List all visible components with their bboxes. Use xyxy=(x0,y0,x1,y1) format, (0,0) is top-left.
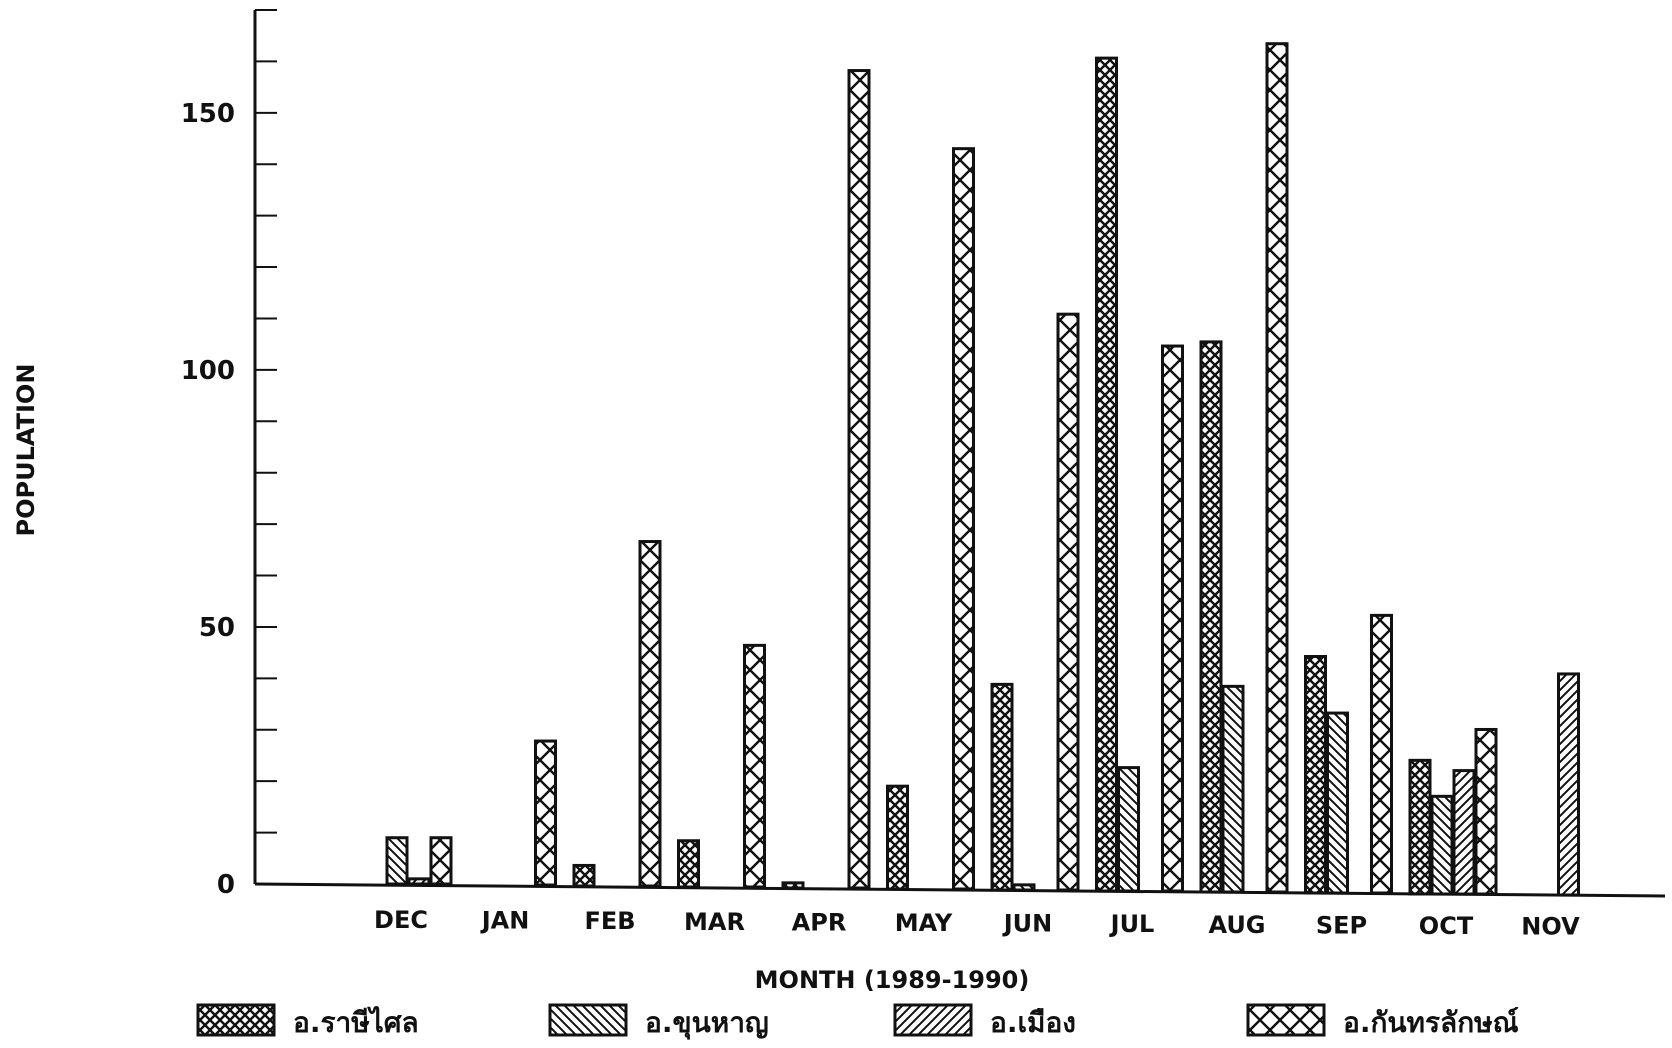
y-axis-label: POPULATION xyxy=(12,364,40,537)
bar xyxy=(1326,711,1349,895)
bar xyxy=(1265,42,1289,894)
bar xyxy=(1117,766,1140,893)
legend-swatch xyxy=(548,1003,628,1037)
x-tick-label: APR xyxy=(792,908,847,936)
x-tick-label: DEC xyxy=(374,906,428,934)
bar xyxy=(407,877,431,886)
x-tick-label: FEB xyxy=(584,907,635,935)
bar xyxy=(1056,312,1080,892)
bars xyxy=(385,42,1580,897)
x-tick-label: MAY xyxy=(895,909,953,937)
x-tick-label: SEP xyxy=(1316,911,1367,939)
bar xyxy=(743,643,766,889)
legend-swatch xyxy=(893,1003,973,1037)
bar xyxy=(1430,794,1454,896)
bar xyxy=(1452,769,1476,896)
legend-label: อ.เมือง xyxy=(990,1006,1076,1039)
legend-label: อ.ราษีไศล xyxy=(293,1006,419,1039)
bar xyxy=(847,69,871,890)
y-tick-label: 0 xyxy=(217,870,235,900)
bar xyxy=(638,540,662,888)
legend-swatch xyxy=(1246,1003,1326,1037)
legend: อ.ราษีไศล อ.ขุนหาญ อ.เมือง อ.กันทรลักษณ์ xyxy=(196,1003,1519,1040)
x-axis-line xyxy=(254,882,1666,898)
x-tick-label: MAR xyxy=(684,908,745,936)
x-tick-label: JUN xyxy=(1002,910,1053,938)
bar xyxy=(385,836,409,886)
bar xyxy=(990,682,1014,892)
bar xyxy=(1221,684,1245,894)
bar xyxy=(1199,340,1223,894)
bar xyxy=(677,839,700,889)
bar xyxy=(1474,727,1498,896)
x-tick-label: JAN xyxy=(480,907,530,935)
legend-swatch xyxy=(196,1003,276,1037)
legend-label: อ.กันทรลักษณ์ xyxy=(1343,1006,1519,1039)
bar xyxy=(952,147,975,891)
x-tick-label: OCT xyxy=(1419,912,1474,940)
bar xyxy=(1161,344,1184,893)
bar xyxy=(572,863,596,888)
legend-label: อ.ขุนหาญ xyxy=(645,1006,769,1040)
bar xyxy=(534,739,557,887)
x-tick-label: NOV xyxy=(1521,913,1580,941)
bar xyxy=(886,784,909,891)
bar xyxy=(1304,655,1327,895)
x-axis-label: MONTH (1989-1990) xyxy=(755,966,1030,994)
y-axis-ticks: 0 50 100 150 xyxy=(181,9,277,900)
y-tick-label: 100 xyxy=(181,356,235,386)
y-tick-label: 50 xyxy=(199,613,235,643)
bar xyxy=(1095,56,1118,893)
bar xyxy=(1557,672,1580,897)
bar xyxy=(1408,758,1432,896)
bar xyxy=(429,836,453,886)
bar xyxy=(1370,613,1393,895)
x-axis-tick-labels: DEC JAN FEB MAR APR MAY JUN JUL AUG SEP OCT NOV xyxy=(374,906,1580,941)
x-tick-label: JUL xyxy=(1109,910,1155,938)
y-tick-label: 150 xyxy=(181,99,235,129)
x-tick-label: AUG xyxy=(1208,911,1265,939)
